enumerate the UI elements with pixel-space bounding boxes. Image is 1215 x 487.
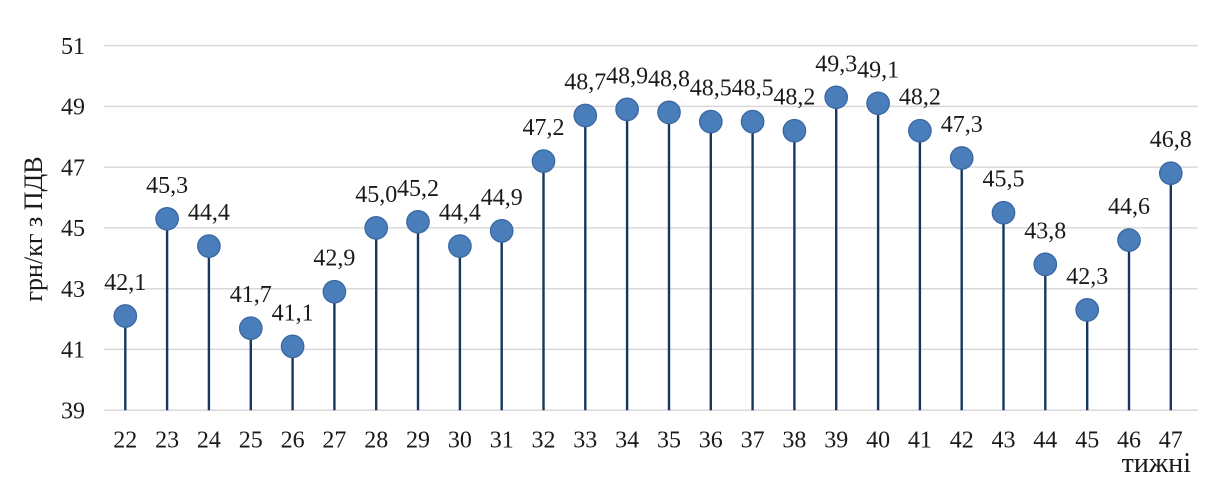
svg-text:26: 26 bbox=[281, 427, 305, 453]
svg-text:27: 27 bbox=[322, 427, 346, 453]
svg-text:47: 47 bbox=[61, 155, 85, 181]
svg-text:38: 38 bbox=[782, 427, 806, 453]
svg-text:48,9: 48,9 bbox=[606, 63, 648, 89]
svg-text:45,2: 45,2 bbox=[397, 176, 439, 202]
svg-text:33: 33 bbox=[573, 427, 597, 453]
svg-text:47: 47 bbox=[1159, 427, 1183, 453]
svg-text:43: 43 bbox=[992, 427, 1016, 453]
svg-text:42,9: 42,9 bbox=[313, 246, 355, 272]
svg-text:48,5: 48,5 bbox=[732, 76, 774, 102]
svg-text:44,9: 44,9 bbox=[481, 185, 523, 211]
svg-text:25: 25 bbox=[239, 427, 263, 453]
svg-text:40: 40 bbox=[866, 427, 890, 453]
svg-text:41,1: 41,1 bbox=[272, 300, 314, 326]
svg-text:44: 44 bbox=[1033, 427, 1057, 453]
svg-text:48,5: 48,5 bbox=[690, 76, 732, 102]
svg-text:31: 31 bbox=[490, 427, 514, 453]
svg-text:49,3: 49,3 bbox=[815, 51, 857, 77]
svg-text:44,4: 44,4 bbox=[439, 200, 481, 226]
svg-text:48,2: 48,2 bbox=[773, 85, 815, 111]
svg-text:42,1: 42,1 bbox=[104, 270, 146, 296]
svg-text:37: 37 bbox=[741, 427, 765, 453]
svg-text:грн/кг з ПДВ: грн/кг з ПДВ bbox=[19, 156, 48, 301]
svg-text:44,4: 44,4 bbox=[188, 200, 230, 226]
svg-text:45: 45 bbox=[1075, 427, 1099, 453]
svg-text:48,7: 48,7 bbox=[564, 70, 606, 96]
svg-text:45,0: 45,0 bbox=[355, 182, 397, 208]
svg-text:49,1: 49,1 bbox=[857, 57, 899, 83]
svg-text:36: 36 bbox=[699, 427, 723, 453]
svg-text:39: 39 bbox=[824, 427, 848, 453]
svg-text:41: 41 bbox=[908, 427, 932, 453]
svg-text:51: 51 bbox=[61, 34, 85, 60]
svg-text:42: 42 bbox=[950, 427, 974, 453]
svg-text:29: 29 bbox=[406, 427, 430, 453]
svg-text:22: 22 bbox=[113, 427, 137, 453]
svg-text:41,7: 41,7 bbox=[230, 282, 272, 308]
svg-text:43: 43 bbox=[61, 277, 85, 303]
svg-text:45,3: 45,3 bbox=[146, 173, 188, 199]
svg-text:24: 24 bbox=[197, 427, 221, 453]
svg-text:47,2: 47,2 bbox=[523, 115, 565, 141]
svg-text:30: 30 bbox=[448, 427, 472, 453]
svg-text:45,5: 45,5 bbox=[983, 167, 1025, 193]
svg-text:47,3: 47,3 bbox=[941, 112, 983, 138]
svg-text:34: 34 bbox=[615, 427, 639, 453]
svg-text:42,3: 42,3 bbox=[1066, 264, 1108, 290]
svg-text:48,2: 48,2 bbox=[899, 85, 941, 111]
svg-text:41: 41 bbox=[61, 338, 85, 364]
svg-text:тижні: тижні bbox=[1122, 448, 1192, 479]
svg-text:32: 32 bbox=[532, 427, 556, 453]
svg-text:46,8: 46,8 bbox=[1150, 127, 1192, 153]
svg-text:28: 28 bbox=[364, 427, 388, 453]
svg-text:35: 35 bbox=[657, 427, 681, 453]
svg-text:48,8: 48,8 bbox=[648, 66, 690, 92]
svg-text:44,6: 44,6 bbox=[1108, 194, 1150, 220]
svg-text:23: 23 bbox=[155, 427, 179, 453]
svg-text:46: 46 bbox=[1117, 427, 1141, 453]
svg-text:45: 45 bbox=[61, 216, 85, 242]
svg-text:43,8: 43,8 bbox=[1024, 218, 1066, 244]
svg-text:39: 39 bbox=[61, 398, 85, 424]
svg-text:49: 49 bbox=[61, 95, 85, 121]
